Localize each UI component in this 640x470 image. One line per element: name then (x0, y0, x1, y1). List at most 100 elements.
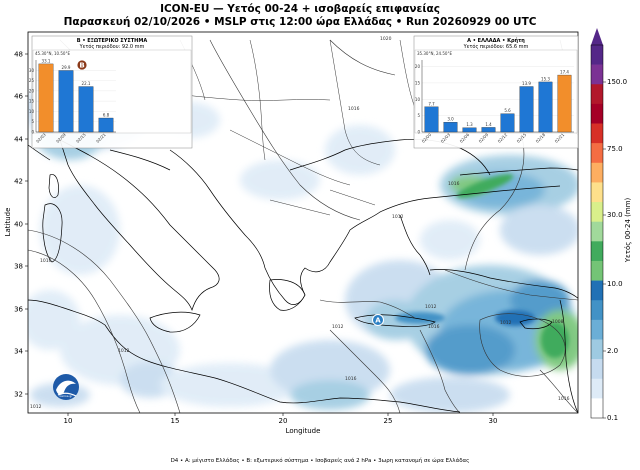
inset-b-coords: 45.30°N, 10.50°E (35, 51, 70, 56)
bar-value-label: 15.3 (541, 76, 550, 81)
inset-b-title: B • ΕΞΩΤΕΡΙΚΟ ΣΥΣΤΗΜΑ (77, 38, 148, 44)
coastlines (28, 115, 578, 413)
marker-a[interactable]: A (372, 314, 384, 326)
isobar-labels: 1016 1012 1020 1016 1012 1016 1012 1012 … (30, 36, 570, 410)
colorbar-cell (591, 143, 603, 164)
colorbar-cell (591, 84, 603, 105)
y-tick-label: 48 (14, 51, 23, 59)
y-axis: 32 34 36 38 40 42 44 46 48 (14, 51, 28, 399)
y-tick-label: 36 (14, 306, 23, 314)
isobar-label: 1012 (118, 348, 130, 354)
colorbar-tick-label: 30.0 (607, 211, 623, 219)
x-axis-label: Longitude (286, 427, 321, 435)
isobar-label: 1008 (552, 319, 564, 325)
isobar-label: 1016 (348, 106, 360, 112)
colorbar-tick-label: 150.0 (607, 78, 627, 86)
y-tick-label: 32 (14, 391, 23, 399)
isobar-label: 1016 (558, 396, 570, 402)
bar (58, 70, 74, 133)
bar-value-label: 22.1 (82, 81, 91, 86)
footer-note: D4 • A: μέγιστο Ελλάδας • B: εξωτερικό σ… (170, 458, 470, 464)
colorbar-label: Υετός 00-24 (mm) (624, 197, 632, 263)
isobar-label: 1012 (392, 214, 404, 220)
y-tick-label: 46 (14, 93, 23, 101)
bar (538, 81, 553, 133)
bar-value-label: 33.1 (42, 58, 51, 63)
colorbar-cell (591, 319, 603, 340)
isobar-label: 1016 (40, 258, 52, 264)
inset-b-marker-label: B (79, 62, 84, 70)
inset-b-subtitle: Υετός περιόδου: 92.0 mm (79, 43, 145, 50)
isobar-label: 1012 (30, 404, 42, 410)
x-tick-label: 20 (279, 417, 288, 425)
colorbar-cell (591, 398, 603, 419)
bar (500, 113, 515, 133)
y-tick-label: 20 (415, 64, 421, 69)
y-tick-label: 20 (29, 88, 35, 93)
bar-value-label: 17.4 (560, 70, 569, 75)
y-tick-label: 5 (31, 119, 34, 124)
colorbar-cell (591, 221, 603, 242)
bar-value-label: 1.3 (466, 122, 473, 127)
inset-a-coords: 35.30°N, 24.50°E (417, 51, 452, 56)
y-tick-label: 15 (415, 80, 421, 85)
isobar-label: 1012 (332, 324, 344, 330)
colorbar-cell (591, 300, 603, 321)
isobar-label: 1020 (380, 36, 392, 42)
y-tick-label: 10 (415, 97, 421, 102)
precip-field (28, 70, 578, 413)
y-tick-label: 0 (31, 130, 34, 135)
isobar-label: 1016 (345, 376, 357, 382)
x-tick-label: 30 (489, 417, 498, 425)
y-tick-label: 15 (29, 99, 35, 104)
x-tick-label: 10 (64, 417, 73, 425)
bar-value-label: 13.9 (522, 81, 531, 86)
y-tick-label: 5 (417, 113, 420, 118)
bar-value-label: 5.6 (504, 108, 511, 113)
colorbar-cell (591, 280, 603, 301)
colorbar-cell (591, 378, 603, 399)
map-title: ICON-EU — Υετός 00-24 + ισοβαρείς επιφαν… (160, 3, 440, 15)
colorbar-tick-label: 75.0 (607, 145, 623, 153)
colorbar-tick-label: 2.0 (607, 347, 618, 355)
kairos-logo: kairos.gr (53, 374, 79, 400)
colorbar-cell (591, 339, 603, 360)
isobar-label: 1012 (500, 320, 512, 326)
inset-b-chart: 05101520253033.102/0329.902/0922.102/156… (29, 58, 116, 144)
bar (481, 127, 496, 133)
bar (519, 86, 534, 133)
colorbar-cell (591, 241, 603, 262)
y-tick-label: 44 (14, 136, 23, 144)
isobar-label: 1012 (425, 304, 437, 310)
colorbar-cell (591, 202, 603, 222)
map-subtitle: Παρασκευή 02/10/2026 • MSLP στις 12:00 ώ… (63, 16, 537, 28)
logo-text: kairos.gr (59, 394, 73, 398)
bar (462, 127, 477, 133)
colorbar-cell (591, 45, 603, 65)
colorbar-cell (591, 182, 603, 203)
x-tick-label: 25 (384, 417, 393, 425)
bar-value-label: 7.7 (428, 101, 435, 106)
isobar-label: 1016 (428, 324, 440, 330)
y-tick-label: 10 (29, 109, 35, 114)
inset-a-title: A • ΕΛΛΑΔΑ • Κρήτη (467, 37, 525, 44)
colorbar-cell (591, 103, 603, 124)
colorbar: 0.1 2.0 10.0 30.0 75.0 150.0 Υετός 00-24 (mm) (590, 28, 632, 422)
inset-b-panel: B • ΕΞΩΤΕΡΙΚΟ ΣΥΣΤΗΜΑ Υετός περιόδου: 92… (29, 35, 193, 149)
bar (98, 117, 114, 133)
y-tick-label: 0 (417, 130, 420, 135)
bar (78, 86, 94, 133)
inset-b-marker[interactable]: B (76, 59, 88, 71)
y-tick-label: 25 (29, 78, 35, 83)
inset-a-panel: A • ΕΛΛΑΔΑ • Κρήτη Υετός περιόδου: 65.6 … (413, 35, 579, 149)
y-tick-label: 40 (14, 221, 23, 229)
y-tick-label: 42 (14, 178, 23, 186)
bar-value-label: 3.0 (447, 117, 454, 122)
isobar-label: 1016 (448, 181, 460, 187)
bar-value-label: 6.8 (103, 113, 110, 118)
y-tick-label: 34 (14, 348, 23, 356)
bar-value-label: 29.9 (62, 65, 71, 70)
colorbar-cell (591, 162, 603, 183)
y-axis-label: Latitude (4, 208, 12, 237)
